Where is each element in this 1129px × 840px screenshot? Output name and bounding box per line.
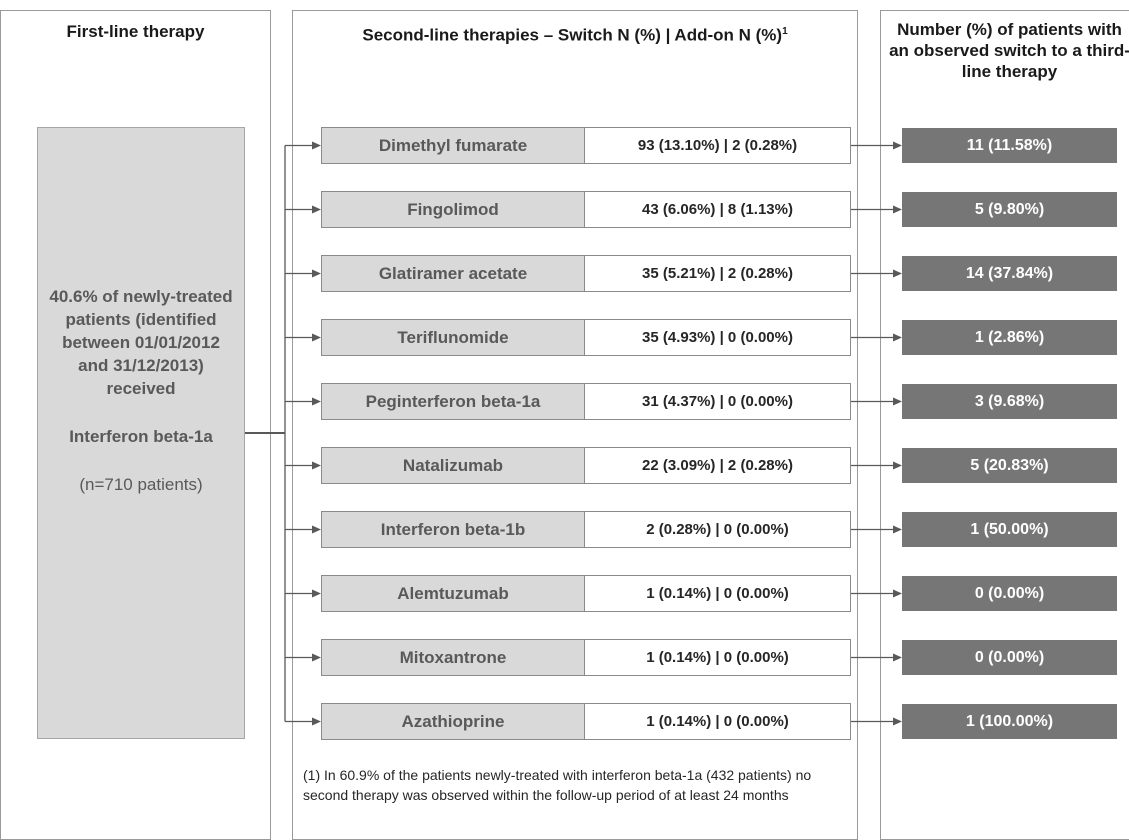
third-line-switch: 0 (0.00%) (902, 576, 1117, 611)
second-line-drug: Mitoxantrone (321, 639, 585, 676)
third-line-switch: 11 (11.58%) (902, 128, 1117, 163)
second-line-values: 31 (4.37%) | 0 (0.00%) (585, 383, 851, 420)
third-line-switch: 5 (20.83%) (902, 448, 1117, 483)
footnote-marker: 1 (782, 26, 788, 37)
second-line-drug: Natalizumab (321, 447, 585, 484)
second-line-values: 35 (4.93%) | 0 (0.00%) (585, 319, 851, 356)
first-line-count: (n=710 patients) (79, 475, 203, 494)
second-line-values: 43 (6.06%) | 8 (1.13%) (585, 191, 851, 228)
first-line-box: 40.6% of newly-treated patients (identif… (37, 127, 245, 739)
first-line-drug: Interferon beta-1a (69, 427, 213, 446)
first-line-header: First-line therapy (66, 22, 205, 41)
second-line-values: 2 (0.28%) | 0 (0.00%) (585, 511, 851, 548)
third-line-switch: 1 (100.00%) (902, 704, 1117, 739)
second-line-drug: Interferon beta-1b (321, 511, 585, 548)
second-line-drug: Glatiramer acetate (321, 255, 585, 292)
second-line-drug: Fingolimod (321, 191, 585, 228)
second-line-drug: Dimethyl fumarate (321, 127, 585, 164)
second-line-drug: Teriflunomide (321, 319, 585, 356)
footnote: (1) In 60.9% of the patients newly-treat… (303, 767, 812, 803)
second-line-drug: Peginterferon beta-1a (321, 383, 585, 420)
third-line-switch: 14 (37.84%) (902, 256, 1117, 291)
second-line-values: 1 (0.14%) | 0 (0.00%) (585, 703, 851, 740)
second-line-values: 22 (3.09%) | 2 (0.28%) (585, 447, 851, 484)
second-line-values: 1 (0.14%) | 0 (0.00%) (585, 575, 851, 612)
third-line-switch: 0 (0.00%) (902, 640, 1117, 675)
third-line-switch: 1 (2.86%) (902, 320, 1117, 355)
third-line-switch: 1 (50.00%) (902, 512, 1117, 547)
third-line-switch: 5 (9.80%) (902, 192, 1117, 227)
second-line-header: Second-line therapies – Switch N (%) | A… (293, 21, 857, 47)
second-line-values: 1 (0.14%) | 0 (0.00%) (585, 639, 851, 676)
third-line-panel: Number (%) of patients with an observed … (880, 10, 1129, 840)
second-line-values: 93 (13.10%) | 2 (0.28%) (585, 127, 851, 164)
third-line-switch: 3 (9.68%) (902, 384, 1117, 419)
third-line-header: Number (%) of patients with an observed … (889, 20, 1129, 81)
first-line-summary: 40.6% of newly-treated patients (identif… (49, 287, 233, 398)
second-line-drug: Azathioprine (321, 703, 585, 740)
second-line-values: 35 (5.21%) | 2 (0.28%) (585, 255, 851, 292)
second-line-header-text: Second-line therapies – Switch N (%) | A… (362, 25, 783, 45)
second-line-drug: Alemtuzumab (321, 575, 585, 612)
